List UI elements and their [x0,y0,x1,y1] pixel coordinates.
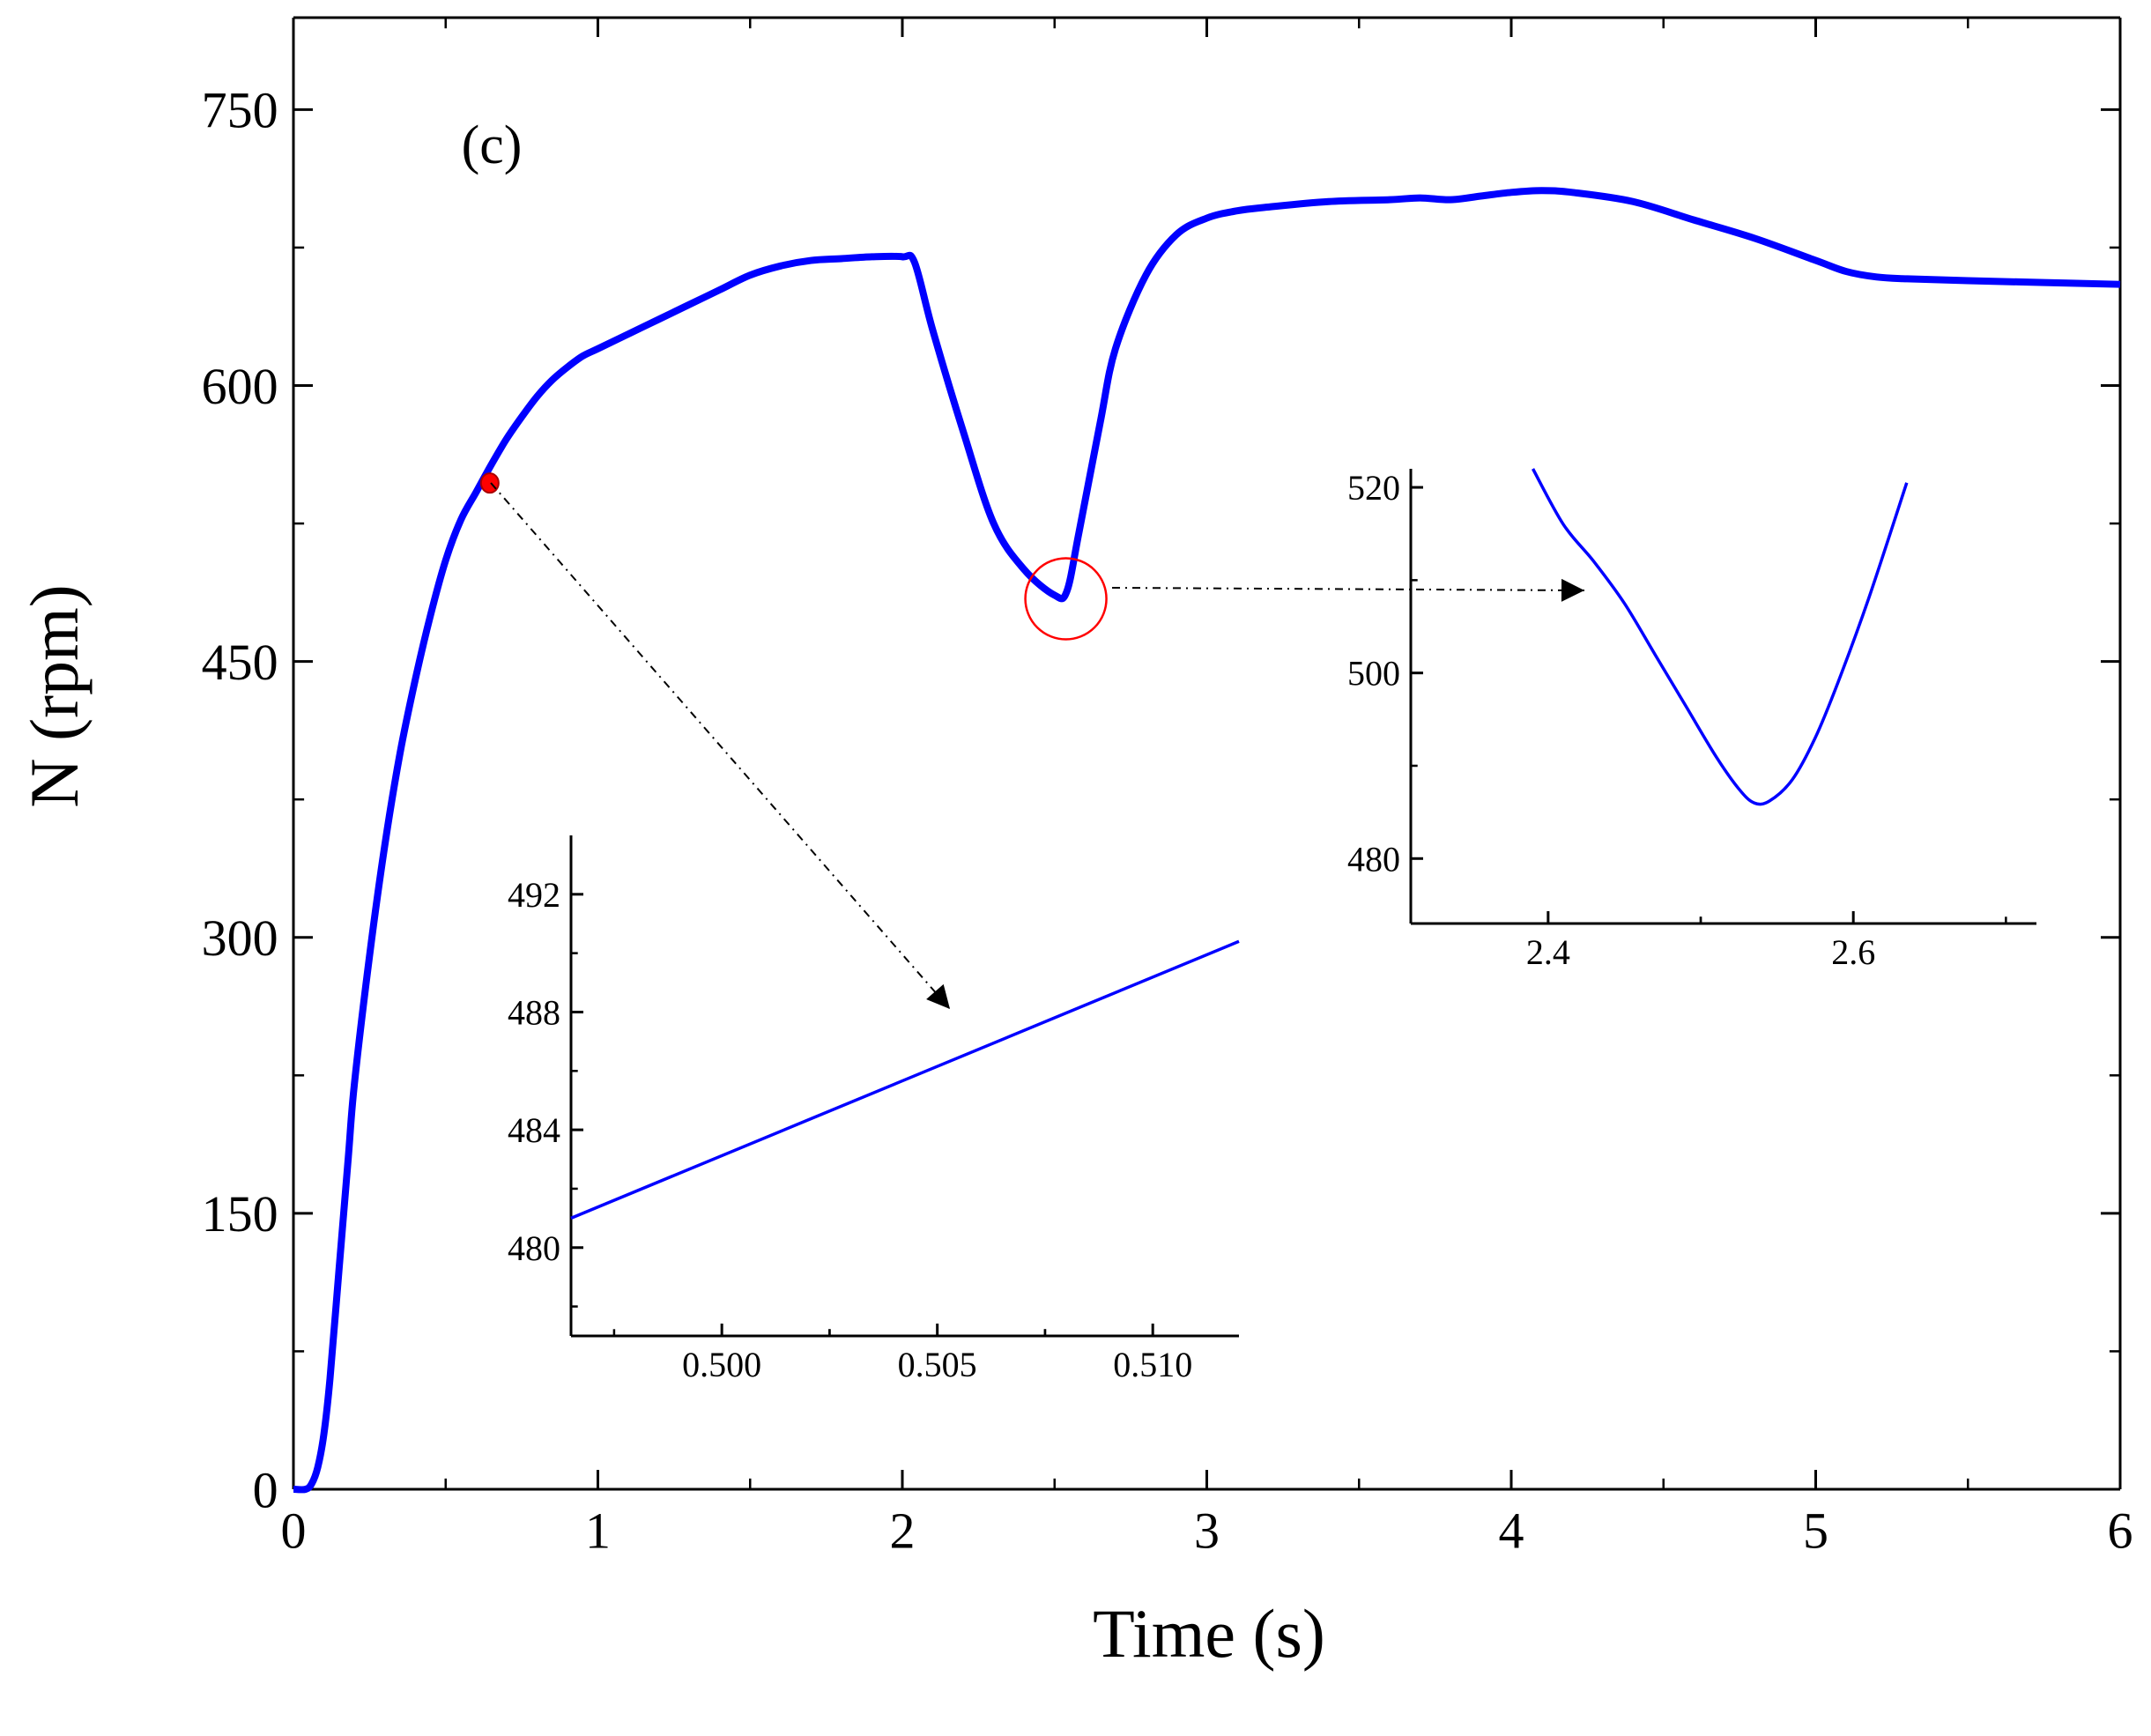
inset_left-series-line [570,939,1240,1220]
main-y-tick-label: 300 [202,909,278,967]
main-y-tick-label: 450 [202,634,278,691]
inset_left-x-tick-label: 0.510 [1113,1345,1192,1384]
inset_left-y-tick-label: 480 [508,1228,560,1268]
main-x-tick-label: 0 [281,1502,307,1560]
inset_left-x-tick-label: 0.500 [682,1345,761,1384]
zoom-arrow-right [1111,578,1585,602]
main-x-tick-label: 4 [1499,1502,1524,1560]
main-series-line [293,187,2121,1494]
inset_right-x-tick-label: 2.6 [1831,932,1875,972]
inset-right-plot: 2.4 2.6 480 500 520 [1347,468,2036,972]
main-x-tick-label: 2 [890,1502,916,1560]
inset_left-y-tick-label: 492 [508,875,560,915]
inset_left-x-tick-label: 0.505 [898,1345,977,1384]
inset_right-y-tick-label: 520 [1347,468,1400,508]
main-y-tick-label: 600 [202,358,278,415]
main-x-tick-label: 5 [1803,1502,1828,1560]
inset_right-y-tick-label: 480 [1347,839,1400,879]
y-axis-label: N (rpm) [16,584,93,807]
main-x-tick-label: 1 [585,1502,611,1560]
inset-left-plot: 0.500 0.505 0.510 480 484 488 492 [508,835,1240,1384]
panel-label: (c) [462,115,523,175]
inset_left-y-tick-label: 484 [508,1110,560,1150]
main-x-tick-label: 3 [1194,1502,1220,1560]
main-y-tick-label: 0 [253,1461,278,1518]
zoom-arrow-left [490,482,951,1010]
inset_right-series-line [1532,468,1909,806]
main-y-tick-label: 750 [202,82,278,139]
zoom-region-circle [1024,557,1108,641]
main-x-tick-label: 6 [2108,1502,2133,1560]
zoom-point-marker [479,472,500,494]
inset_right-x-tick-label: 2.4 [1526,932,1570,972]
inset_right-y-tick-label: 500 [1347,654,1400,694]
main-plot-area: 0 1 2 3 4 5 6 0 150 300 450 600 750 [202,16,2133,1560]
main-y-tick-label: 150 [202,1185,278,1243]
inset_left-y-tick-label: 488 [508,992,560,1032]
x-axis-label: Time (s) [1093,1595,1325,1672]
